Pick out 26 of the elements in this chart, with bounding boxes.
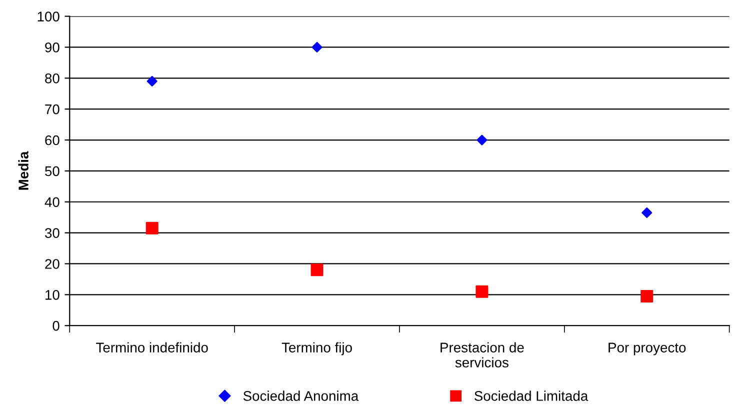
- y-tick-label: 40: [44, 197, 60, 208]
- y-tick-label: 100: [38, 12, 60, 22]
- point: [476, 134, 488, 146]
- point: [310, 264, 324, 276]
- y-tick-label: 70: [45, 104, 60, 114]
- y-tick-label: 0: [52, 320, 60, 331]
- y-tick-label: 10: [46, 290, 60, 300]
- x-tick-label: Por proyecto: [608, 342, 686, 356]
- x-tick-label: Termino fijo: [282, 342, 352, 356]
- y-tick-label: 50: [45, 166, 60, 176]
- x-tick-label: Prestacion de servicios: [440, 342, 524, 368]
- point: [476, 285, 488, 298]
- y-tick-label: 80: [45, 73, 60, 84]
- y-tick-label: 90: [45, 42, 60, 52]
- y-tick-label: 20: [45, 259, 60, 269]
- legend-label: Sociedad Limitada: [474, 390, 588, 401]
- y-axis-title: Media: [18, 151, 28, 190]
- point: [146, 76, 158, 86]
- point: [640, 290, 654, 302]
- x-tick-label: Termino indefinido: [96, 342, 208, 352]
- y-tick-label: 30: [44, 228, 60, 238]
- y-tick-label: 60: [45, 135, 60, 146]
- legend-label: Sociedad Anonima: [243, 390, 359, 401]
- point: [146, 222, 158, 234]
- point: [642, 207, 652, 218]
- point: [312, 42, 322, 52]
